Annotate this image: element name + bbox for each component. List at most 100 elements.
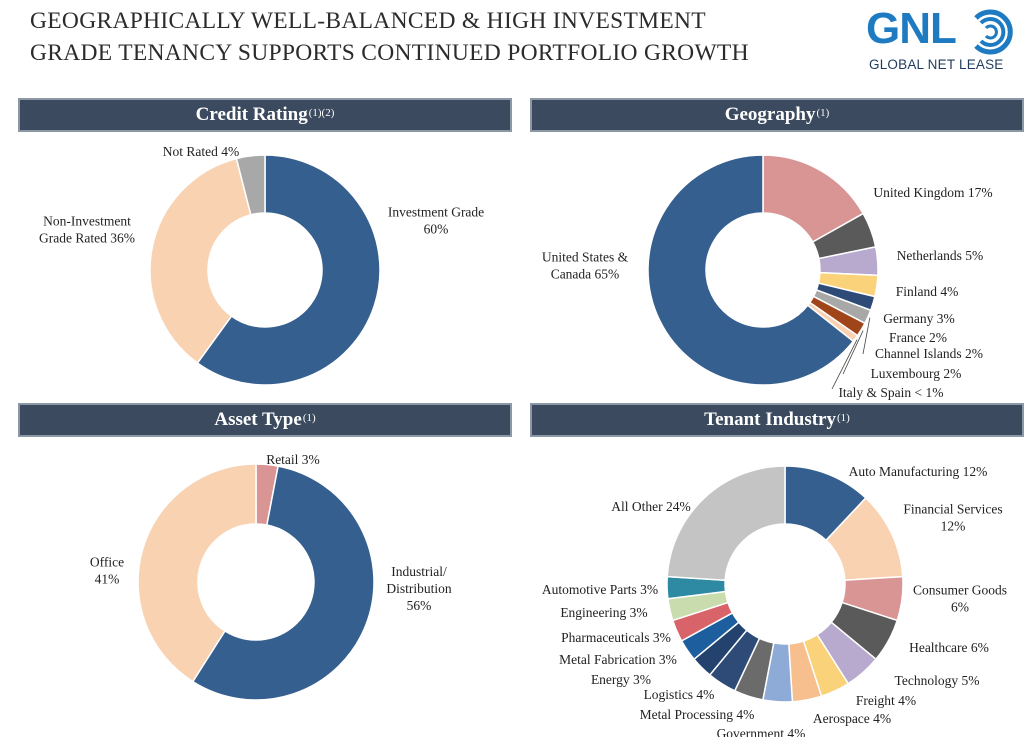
label-line: France 2% [889, 330, 947, 345]
label-line: Finland 4% [896, 284, 959, 299]
tenant-industry-title: Tenant Industry [704, 409, 836, 430]
logo-mark: GNL [866, 4, 957, 53]
label-line: Germany 3% [883, 311, 955, 326]
label-line: Aerospace 4% [813, 711, 891, 726]
label-line: Channel Islands 2% [875, 346, 983, 361]
label-geography-luxembourg: Luxembourg 2% [871, 366, 962, 381]
label-line: Netherlands 5% [897, 248, 984, 263]
asset-type-title: Asset Type [214, 409, 302, 430]
title-line-2: GRADE TENANCY SUPPORTS CONTINUED PORTFOL… [30, 40, 749, 66]
label-line: United Kingdom 17% [873, 185, 992, 200]
label-line: Canada 65% [551, 267, 620, 282]
label-tenant-industry-consumer-goods: Consumer Goods 6% [913, 583, 1007, 615]
label-line: Pharmaceuticals 3% [561, 630, 671, 645]
label-tenant-industry-freight: Freight 4% [856, 693, 916, 708]
gnl-logo: GNL GLOBAL NET LEASE [866, 4, 1022, 76]
slice-asset-type-office [137, 463, 257, 683]
label-line: Italy & Spain < 1% [838, 385, 943, 400]
label-tenant-industry-healthcare: Healthcare 6% [909, 640, 989, 655]
label-line: Grade Rated 36% [39, 231, 135, 246]
label-line: Non-Investment [43, 214, 131, 229]
label-line: All Other 24% [611, 499, 690, 514]
label-line: Healthcare 6% [909, 640, 989, 655]
label-geography-italy-spain: Italy & Spain < 1% [838, 385, 943, 400]
label-line: Freight 4% [856, 693, 916, 708]
asset-type-header: Asset Type (1) [18, 403, 512, 437]
label-line: Distribution [386, 581, 452, 596]
slice-credit-rating-not-rated [235, 154, 266, 216]
label-tenant-industry-metal-fabrication: Metal Fabrication 3% [559, 652, 677, 667]
label-line: Investment Grade [388, 205, 484, 220]
label-tenant-industry-all-other: All Other 24% [611, 499, 690, 514]
label-tenant-industry-financial-services: Financial Services 12% [903, 502, 1002, 534]
label-tenant-industry-automotive-parts: Automotive Parts 3% [542, 582, 658, 597]
asset-type-note: (1) [302, 412, 316, 424]
label-line: Government 4% [717, 726, 806, 737]
leader-line-italy-spain [831, 339, 858, 390]
label-line: Retail 3% [266, 452, 320, 467]
label-line: Luxembourg 2% [871, 366, 962, 381]
label-tenant-industry-engineering: Engineering 3% [560, 605, 647, 620]
label-tenant-industry-energy: Energy 3% [591, 672, 651, 687]
label-line: Metal Fabrication 3% [559, 652, 677, 667]
label-asset-type-industrial-distribution: Industrial/Distribution 56% [386, 564, 452, 613]
leader-line-luxembourg [842, 330, 864, 375]
label-tenant-industry-auto-manufacturing: Auto Manufacturing 12% [849, 464, 988, 479]
credit-rating-title: Credit Rating [195, 104, 308, 125]
credit-rating-note: (1)(2) [308, 107, 335, 119]
label-credit-rating-not-rated: Not Rated 4% [163, 144, 240, 159]
label-line: Auto Manufacturing 12% [849, 464, 988, 479]
label-geography-finland: Finland 4% [896, 284, 959, 299]
page-title: GEOGRAPHICALLY WELL-BALANCED & HIGH INVE… [30, 5, 749, 69]
label-tenant-industry-metal-processing: Metal Processing 4% [640, 707, 755, 722]
label-line: Metal Processing 4% [640, 707, 755, 722]
geography-title: Geography [724, 104, 816, 125]
label-line: Automotive Parts 3% [542, 582, 658, 597]
logo-name: GLOBAL NET LEASE [869, 57, 1004, 72]
label-asset-type-office: Office 41% [90, 555, 124, 587]
geography-note: (1) [816, 107, 830, 119]
label-geography-germany: Germany 3% [883, 311, 955, 326]
label-geography-united-states-canada: United States & Canada 65% [542, 250, 629, 282]
label-line: Industrial/ [391, 564, 447, 579]
label-line: Logistics 4% [644, 687, 715, 702]
label-line: 6% [951, 600, 969, 615]
label-tenant-industry-aerospace: Aerospace 4% [813, 711, 891, 726]
label-line: Energy 3% [591, 672, 651, 687]
label-line: Office [90, 555, 124, 570]
label-line: 41% [95, 572, 120, 587]
label-geography-netherlands: Netherlands 5% [897, 248, 984, 263]
label-line: Engineering 3% [560, 605, 647, 620]
slice-credit-rating-investment-grade [196, 154, 381, 386]
credit-rating-header: Credit Rating (1)(2) [18, 98, 512, 132]
slice-geography-united-states-canada [647, 154, 855, 386]
label-line: Technology 5% [895, 673, 980, 688]
label-geography-channel-islands: Channel Islands 2% [875, 346, 983, 361]
leader-line-channel-islands [862, 317, 871, 355]
label-line: 56% [407, 598, 432, 613]
label-asset-type-retail: Retail 3% [266, 452, 320, 467]
label-line: United States & [542, 250, 629, 265]
title-line-1: GEOGRAPHICALLY WELL-BALANCED & HIGH INVE… [30, 8, 706, 34]
label-tenant-industry-government: Government 4% [717, 726, 806, 737]
label-line: Not Rated 4% [163, 144, 240, 159]
tenant-industry-header: Tenant Industry (1) [530, 403, 1024, 437]
label-tenant-industry-technology: Technology 5% [895, 673, 980, 688]
slice-tenant-industry-all-other [666, 465, 786, 582]
tenant-industry-note: (1) [837, 412, 850, 424]
label-geography-france: France 2% [889, 330, 947, 345]
label-line: Consumer Goods [913, 583, 1007, 598]
label-tenant-industry-pharmaceuticals: Pharmaceuticals 3% [561, 630, 671, 645]
label-tenant-industry-logistics: Logistics 4% [644, 687, 715, 702]
label-credit-rating-non-investment-grade-rated: Non-Investment Grade Rated 36% [39, 214, 135, 246]
slice-asset-type-industrial-distribution [191, 465, 375, 701]
geography-header: Geography (1) [530, 98, 1024, 132]
logo-swirl-icon [974, 9, 1013, 55]
label-line: Financial Services [903, 502, 1002, 517]
label-geography-united-kingdom: United Kingdom 17% [873, 185, 992, 200]
label-line: 60% [424, 222, 449, 237]
slice-credit-rating-non-investment-grade-rated [149, 157, 252, 365]
label-line: 12% [941, 519, 966, 534]
label-credit-rating-investment-grade: Investment Grade 60% [388, 205, 484, 237]
